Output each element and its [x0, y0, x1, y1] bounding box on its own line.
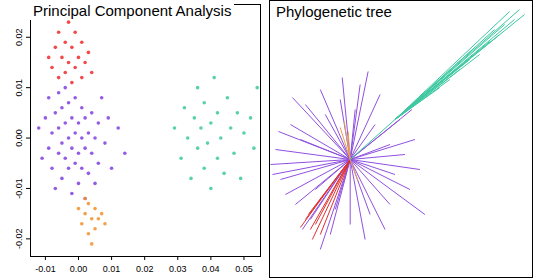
svg-text:-0.01: -0.01	[14, 178, 24, 199]
svg-text:0.00: 0.00	[70, 264, 88, 274]
svg-text:-0.02: -0.02	[14, 229, 24, 250]
svg-text:0.03: 0.03	[169, 264, 187, 274]
svg-text:-0.01: -0.01	[35, 264, 56, 274]
svg-text:0.01: 0.01	[103, 264, 121, 274]
svg-text:0.05: 0.05	[235, 264, 253, 274]
html-text:Phylogenetic tree: Phylogenetic tree	[276, 3, 392, 20]
svg-text:0.02: 0.02	[136, 264, 154, 274]
svg-text:0.04: 0.04	[202, 264, 220, 274]
svg-text:0.00: 0.00	[14, 129, 24, 147]
svg-text:0.01: 0.01	[14, 79, 24, 97]
html-text:Principal Component Analysis: Principal Component Analysis	[33, 2, 232, 19]
svg-text:0.02: 0.02	[14, 28, 24, 46]
